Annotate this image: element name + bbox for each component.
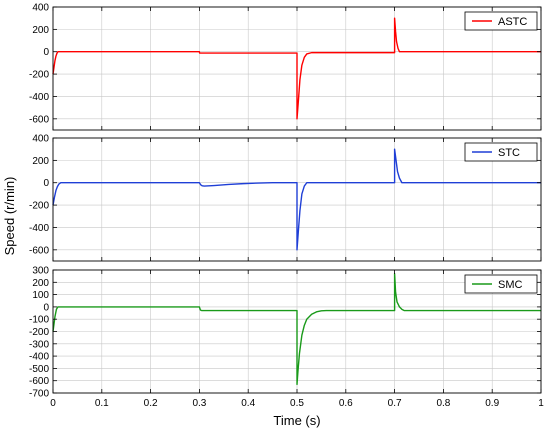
- panel-3: 3002001000-100-200-300-400-500-600-700SM…: [29, 266, 544, 410]
- y-tick-label: -200: [29, 201, 49, 212]
- y-tick-label: 300: [32, 266, 49, 277]
- y-tick-label: 0: [43, 47, 49, 58]
- x-tick-label: 0.9: [485, 398, 499, 409]
- x-axis-label: Time (s): [273, 413, 320, 428]
- y-tick-label: 0: [43, 178, 49, 189]
- y-tick-label: 200: [32, 278, 49, 289]
- legend-box: [464, 142, 538, 162]
- x-tick-label: 0.2: [144, 398, 158, 409]
- x-tick-label: 0.6: [339, 398, 353, 409]
- y-tick-label: -400: [29, 92, 49, 103]
- legend-box: [464, 11, 538, 31]
- y-tick-label: -100: [29, 315, 49, 326]
- y-tick-label: -200: [29, 70, 49, 81]
- y-tick-label: -500: [29, 364, 49, 375]
- legend: STC: [464, 142, 538, 162]
- series-line-astc: [52, 17, 541, 120]
- y-tick-label: -600: [29, 376, 49, 387]
- x-tick-label: 0.4: [241, 398, 255, 409]
- x-tick-label: 0: [50, 398, 56, 409]
- legend: ASTC: [464, 11, 538, 31]
- panel-2: 400 200 0 -200 -400 -600 STC: [29, 134, 542, 262]
- y-tick-label: -600: [29, 245, 49, 256]
- panels: 400 200 0 -200 -400 -600 ASTC 400 200 0 -200 -400 -6…: [29, 3, 544, 410]
- y-tick-label: 200: [32, 156, 49, 167]
- y-tick-label: 200: [32, 25, 49, 36]
- y-tick-label: 100: [32, 290, 49, 301]
- x-tick-label: 0.5: [290, 398, 304, 409]
- y-tick-label: -400: [29, 352, 49, 363]
- y-tick-label: 400: [32, 134, 49, 145]
- legend-label: STC: [498, 147, 520, 159]
- series-line-smc: [52, 272, 541, 386]
- x-tick-label: 1: [538, 398, 544, 409]
- y-tick-label: -400: [29, 223, 49, 234]
- series-line-stc: [52, 148, 541, 251]
- x-tick-label: 0.7: [388, 398, 402, 409]
- x-tick-label: 0.8: [436, 398, 450, 409]
- grid: [52, 269, 542, 394]
- y-axis-label: Speed (r/min): [2, 177, 17, 256]
- y-tick-label: -200: [29, 327, 49, 338]
- y-tick-label: 400: [32, 3, 49, 14]
- legend-box: [464, 274, 538, 294]
- panel-1: 400 200 0 -200 -400 -600 ASTC: [29, 3, 542, 131]
- x-tick-label: 0.3: [192, 398, 206, 409]
- legend-label: ASTC: [498, 16, 527, 28]
- y-tick-label: -600: [29, 114, 49, 125]
- y-tick-label: -300: [29, 339, 49, 350]
- x-tick-label: 0.1: [95, 398, 109, 409]
- y-tick-label: 0: [43, 302, 49, 313]
- legend: SMC: [464, 274, 538, 294]
- legend-label: SMC: [498, 279, 523, 291]
- y-tick-label: -700: [29, 389, 49, 400]
